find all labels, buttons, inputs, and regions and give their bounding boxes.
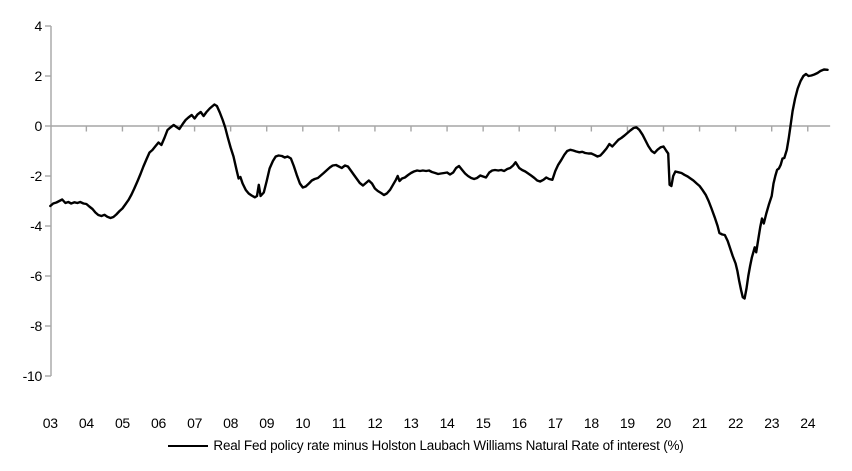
x-tick-label: 12 [367,415,382,431]
x-tick-label: 23 [764,415,779,431]
x-tick-label: 13 [404,415,419,431]
x-tick-label: 14 [440,415,455,431]
x-tick-label: 19 [620,415,635,431]
x-tick-label: 06 [151,415,166,431]
x-tick-label: 18 [584,415,599,431]
x-tick-label: 22 [728,415,743,431]
legend-label: Real Fed policy rate minus Holston Lauba… [213,438,684,453]
x-tick-label: 15 [476,415,491,431]
y-tick-label: -2 [30,168,42,184]
x-tick-label: 17 [548,415,563,431]
x-tick-label: 05 [115,415,130,431]
x-tick-label: 21 [692,415,707,431]
x-tick-label: 11 [332,415,346,431]
y-tick-label: -8 [30,318,42,334]
y-tick-label: -10 [23,368,43,384]
x-tick-label: 10 [295,415,310,431]
x-tick-label: 20 [656,415,671,431]
y-tick-label: 2 [35,68,43,84]
y-tick-label: -6 [30,268,42,284]
data-line [49,68,829,300]
y-tick-label: -4 [30,218,42,234]
y-tick-label: 0 [35,118,43,134]
x-tick-label: 03 [43,415,58,431]
x-tick-label: 04 [79,415,94,431]
x-tick-label: 16 [512,415,527,431]
legend: Real Fed policy rate minus Holston Lauba… [0,438,852,453]
x-tick-label: 08 [223,415,238,431]
y-tick-label: 4 [35,18,43,34]
legend-line-icon [168,444,209,447]
x-tick-label: 07 [187,415,202,431]
x-tick-label: 24 [800,415,815,431]
x-tick-label: 09 [259,415,274,431]
